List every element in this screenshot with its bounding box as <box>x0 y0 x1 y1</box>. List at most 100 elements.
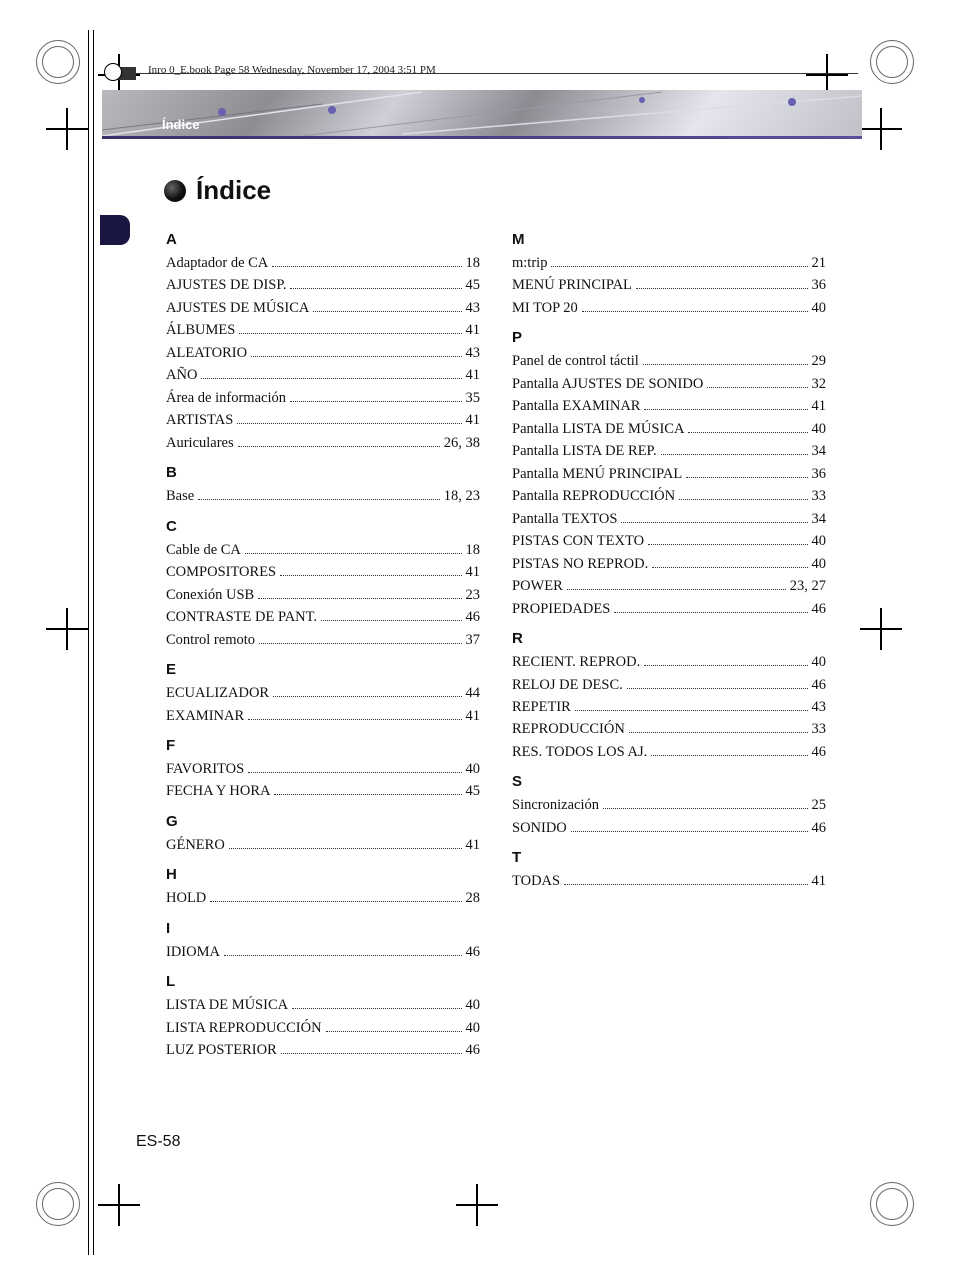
page-title-row: Índice <box>164 175 271 206</box>
leader-dots <box>224 955 462 956</box>
index-letter: F <box>166 737 480 754</box>
index-entry-page: 40 <box>812 651 827 673</box>
leader-dots <box>280 575 461 576</box>
crosshair-mark <box>104 1190 134 1220</box>
index-entry-page: 18 <box>466 539 481 561</box>
leader-dots <box>648 544 807 545</box>
index-entry: COMPOSITORES 41 <box>166 561 480 583</box>
index-entry-page: 46 <box>466 606 481 628</box>
crosshair-mark <box>866 114 896 144</box>
leader-dots <box>686 477 807 478</box>
index-entry-label: Área de información <box>166 387 286 409</box>
index-entry-page: 41 <box>466 834 481 856</box>
index-entry-page: 18 <box>466 252 481 274</box>
index-entry-page: 35 <box>466 387 481 409</box>
leader-dots <box>251 356 461 357</box>
index-entry: ECUALIZADOR 44 <box>166 682 480 704</box>
index-entry: Sincronización 25 <box>512 794 826 816</box>
index-letter: G <box>166 813 480 830</box>
leader-dots <box>627 688 808 689</box>
index-entry-page: 28 <box>466 887 481 909</box>
index-entry-page: 40 <box>812 297 827 319</box>
index-entry: Adaptador de CA 18 <box>166 252 480 274</box>
index-entry: Área de información 35 <box>166 387 480 409</box>
index-entry: Pantalla EXAMINAR 41 <box>512 395 826 417</box>
registration-mark <box>36 40 80 84</box>
leader-dots <box>321 620 461 621</box>
index-entry-label: PISTAS CON TEXTO <box>512 530 644 552</box>
index-entry-label: COMPOSITORES <box>166 561 276 583</box>
index-entry-label: ECUALIZADOR <box>166 682 269 704</box>
index-entry-page: 45 <box>466 274 481 296</box>
index-letter: T <box>512 849 826 866</box>
index-entry-label: TODAS <box>512 870 560 892</box>
index-entry-page: 34 <box>812 440 827 462</box>
leader-dots <box>245 553 462 554</box>
leader-dots <box>688 432 807 433</box>
index-entry-label: EXAMINAR <box>166 705 244 727</box>
index-entry: EXAMINAR 41 <box>166 705 480 727</box>
index-entry-label: Cable de CA <box>166 539 241 561</box>
index-entry-page: 41 <box>466 409 481 431</box>
index-entry: AJUSTES DE DISP. 45 <box>166 274 480 296</box>
header-gradient <box>102 90 862 136</box>
index-entry: ÁLBUMES 41 <box>166 319 480 341</box>
index-entry-label: m:trip <box>512 252 547 274</box>
index-entry-label: FECHA Y HORA <box>166 780 270 802</box>
index-entry: Pantalla REPRODUCCIÓN 33 <box>512 485 826 507</box>
index-entry-page: 40 <box>812 553 827 575</box>
leader-dots <box>614 612 807 613</box>
leader-dots <box>272 266 461 267</box>
index-entry: FAVORITOS 40 <box>166 758 480 780</box>
index-entry-page: 41 <box>812 870 827 892</box>
index-entry: ARTISTAS 41 <box>166 409 480 431</box>
index-entry-label: Conexión USB <box>166 584 254 606</box>
header-gradient-lines <box>102 90 862 136</box>
index-letter: P <box>512 329 826 346</box>
index-entry: Control remoto 37 <box>166 629 480 651</box>
index-letter: E <box>166 661 480 678</box>
index-entry-label: Pantalla MENÚ PRINCIPAL <box>512 463 682 485</box>
index-entry: GÉNERO 41 <box>166 834 480 856</box>
leader-dots <box>248 719 461 720</box>
index-entry: Pantalla MENÚ PRINCIPAL 36 <box>512 463 826 485</box>
index-entry-page: 43 <box>466 297 481 319</box>
index-entry: PROPIEDADES 46 <box>512 598 826 620</box>
index-entry-page: 46 <box>466 941 481 963</box>
index-column-left: A Adaptador de CA 18AJUSTES DE DISP. 45AJ… <box>166 231 480 1062</box>
index-entry: AJUSTES DE MÚSICA 43 <box>166 297 480 319</box>
index-entry-label: LISTA REPRODUCCIÓN <box>166 1017 322 1039</box>
index-entry-page: 41 <box>466 561 481 583</box>
index-entry-page: 46 <box>812 817 827 839</box>
leader-dots <box>326 1031 462 1032</box>
index-entry-label: Pantalla TEXTOS <box>512 508 617 530</box>
index-entry: MENÚ PRINCIPAL 36 <box>512 274 826 296</box>
index-entry: LISTA DE MÚSICA 40 <box>166 994 480 1016</box>
crosshair-mark <box>812 60 842 90</box>
frame-rule <box>88 30 89 1255</box>
index-entry-label: AÑO <box>166 364 197 386</box>
index-entry-page: 29 <box>812 350 827 372</box>
leader-dots <box>651 755 807 756</box>
crosshair-mark <box>462 1190 492 1220</box>
index-letter: H <box>166 866 480 883</box>
index-entry: Cable de CA 18 <box>166 539 480 561</box>
index-entry-label: SONIDO <box>512 817 567 839</box>
index-letter: I <box>166 920 480 937</box>
index-letter: A <box>166 231 480 248</box>
index-entry-label: CONTRASTE DE PANT. <box>166 606 317 628</box>
leader-dots <box>201 378 461 379</box>
leader-dots <box>564 884 807 885</box>
book-meta-line: Inro 0_E.book Page 58 Wednesday, Novembe… <box>148 64 436 76</box>
index-entry: LUZ POSTERIOR 46 <box>166 1039 480 1061</box>
index-entry-page: 33 <box>812 485 827 507</box>
index-entry-page: 32 <box>812 373 827 395</box>
index-entry-page: 44 <box>466 682 481 704</box>
index-entry-label: FAVORITOS <box>166 758 244 780</box>
leader-dots <box>603 808 808 809</box>
index-entry-page: 46 <box>466 1039 481 1061</box>
index-entry-label: IDIOMA <box>166 941 220 963</box>
index-entry-page: 25 <box>812 794 827 816</box>
leader-dots <box>229 848 462 849</box>
index-entry-page: 40 <box>812 530 827 552</box>
